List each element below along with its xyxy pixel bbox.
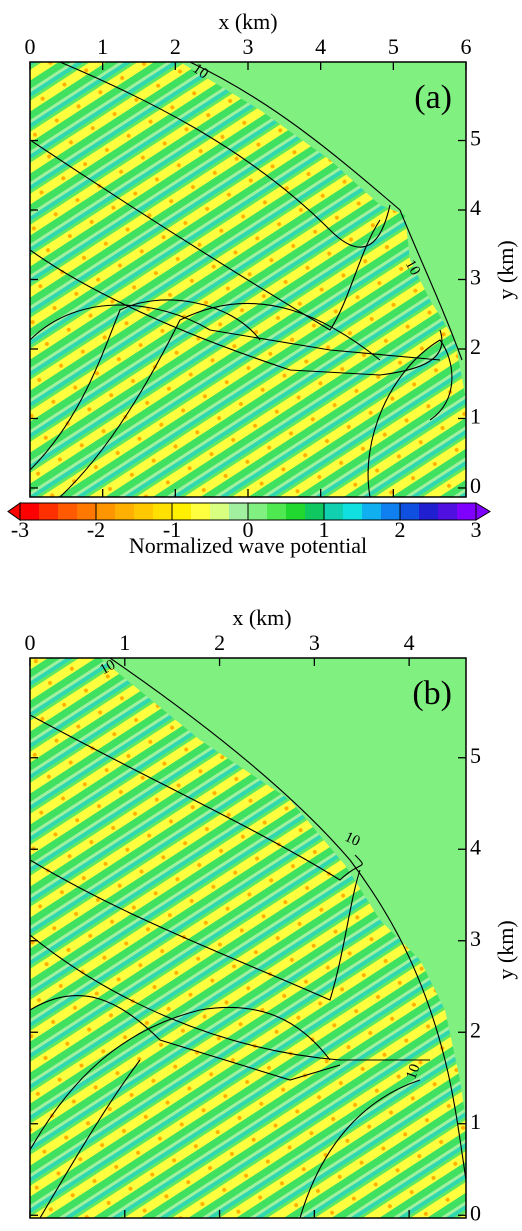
- y-tick-label: 3: [470, 265, 481, 290]
- colorbar-tick-label: 1: [319, 517, 330, 542]
- colorbar-swatch: [400, 503, 420, 520]
- y-tick-label: 2: [470, 1017, 481, 1042]
- panel-label: (a): [414, 79, 452, 116]
- x-tick-label: 0: [25, 34, 36, 59]
- y-tick-label: 4: [470, 834, 481, 859]
- contour-label: 10: [403, 1062, 423, 1082]
- contour-label: 10: [342, 829, 362, 850]
- colorbar-swatch: [286, 503, 306, 520]
- x-tick-label: 2: [170, 34, 181, 59]
- colorbar-swatch: [96, 503, 116, 520]
- x-tick-label: 3: [309, 630, 320, 655]
- colorbar-swatch: [77, 503, 97, 520]
- x-tick-label: 3: [243, 34, 254, 59]
- y-tick-label: 0: [470, 1200, 481, 1225]
- colorbar-swatch: [172, 503, 192, 520]
- colorbar-swatch: [248, 503, 268, 520]
- colorbar-tick-label: -1: [163, 517, 181, 542]
- colorbar-swatch: [153, 503, 173, 520]
- colorbar-tick-label: -2: [87, 517, 105, 542]
- y-tick-label: 0: [470, 473, 481, 498]
- colorbar-swatch: [438, 503, 458, 520]
- colorbar-swatch: [134, 503, 154, 520]
- colorbar-swatch: [229, 503, 249, 520]
- colorbar-swatch: [267, 503, 287, 520]
- panel-label: (b): [412, 675, 452, 712]
- y-tick-label: 5: [470, 126, 481, 151]
- x-tick-label: 4: [315, 34, 326, 59]
- x-tick-label: 0: [25, 630, 36, 655]
- colorbar-swatch: [457, 503, 477, 520]
- colorbar-tick-label: 0: [243, 517, 254, 542]
- colorbar-swatch: [324, 503, 344, 520]
- colorbar-swatch: [362, 503, 382, 520]
- y-axis-label: y (km): [493, 920, 518, 979]
- colorbar-swatch: [115, 503, 135, 520]
- y-axis-label: y (km): [493, 240, 518, 299]
- colorbar-swatch: [419, 503, 439, 520]
- x-axis-label: x (km): [232, 605, 291, 630]
- y-tick-label: 1: [470, 404, 481, 429]
- x-tick-label: 1: [119, 630, 130, 655]
- colorbar-swatch: [381, 503, 401, 520]
- y-tick-label: 5: [470, 743, 481, 768]
- x-axis-label: x (km): [218, 9, 277, 34]
- y-tick-label: 1: [470, 1109, 481, 1134]
- colorbar-tick-label: 2: [395, 517, 406, 542]
- colorbar-tick-label: -3: [11, 517, 29, 542]
- contour-label: 10: [97, 657, 118, 678]
- colorbar-swatch: [39, 503, 59, 520]
- plot-frame: [29, 657, 467, 1219]
- field-b: [30, 658, 466, 1218]
- y-tick-label: 4: [470, 195, 481, 220]
- y-tick-label: 2: [470, 334, 481, 359]
- x-tick-label: 4: [404, 630, 415, 655]
- colorbar-swatch: [343, 503, 363, 520]
- x-tick-label: 2: [214, 630, 225, 655]
- colorbar-label: Normalized wave potential: [129, 533, 367, 558]
- colorbar-tick-label: 3: [471, 517, 482, 542]
- x-tick-label: 6: [461, 34, 472, 59]
- colorbar-swatch: [210, 503, 230, 520]
- field-a: [30, 62, 466, 497]
- x-tick-label: 1: [97, 34, 108, 59]
- colorbar-swatch: [20, 503, 40, 520]
- contour-label: 10: [402, 257, 423, 278]
- colorbar-swatch: [305, 503, 325, 520]
- colorbar-swatch: [191, 503, 211, 520]
- colorbar-swatch: [58, 503, 78, 520]
- y-tick-label: 3: [470, 926, 481, 951]
- x-tick-label: 5: [388, 34, 399, 59]
